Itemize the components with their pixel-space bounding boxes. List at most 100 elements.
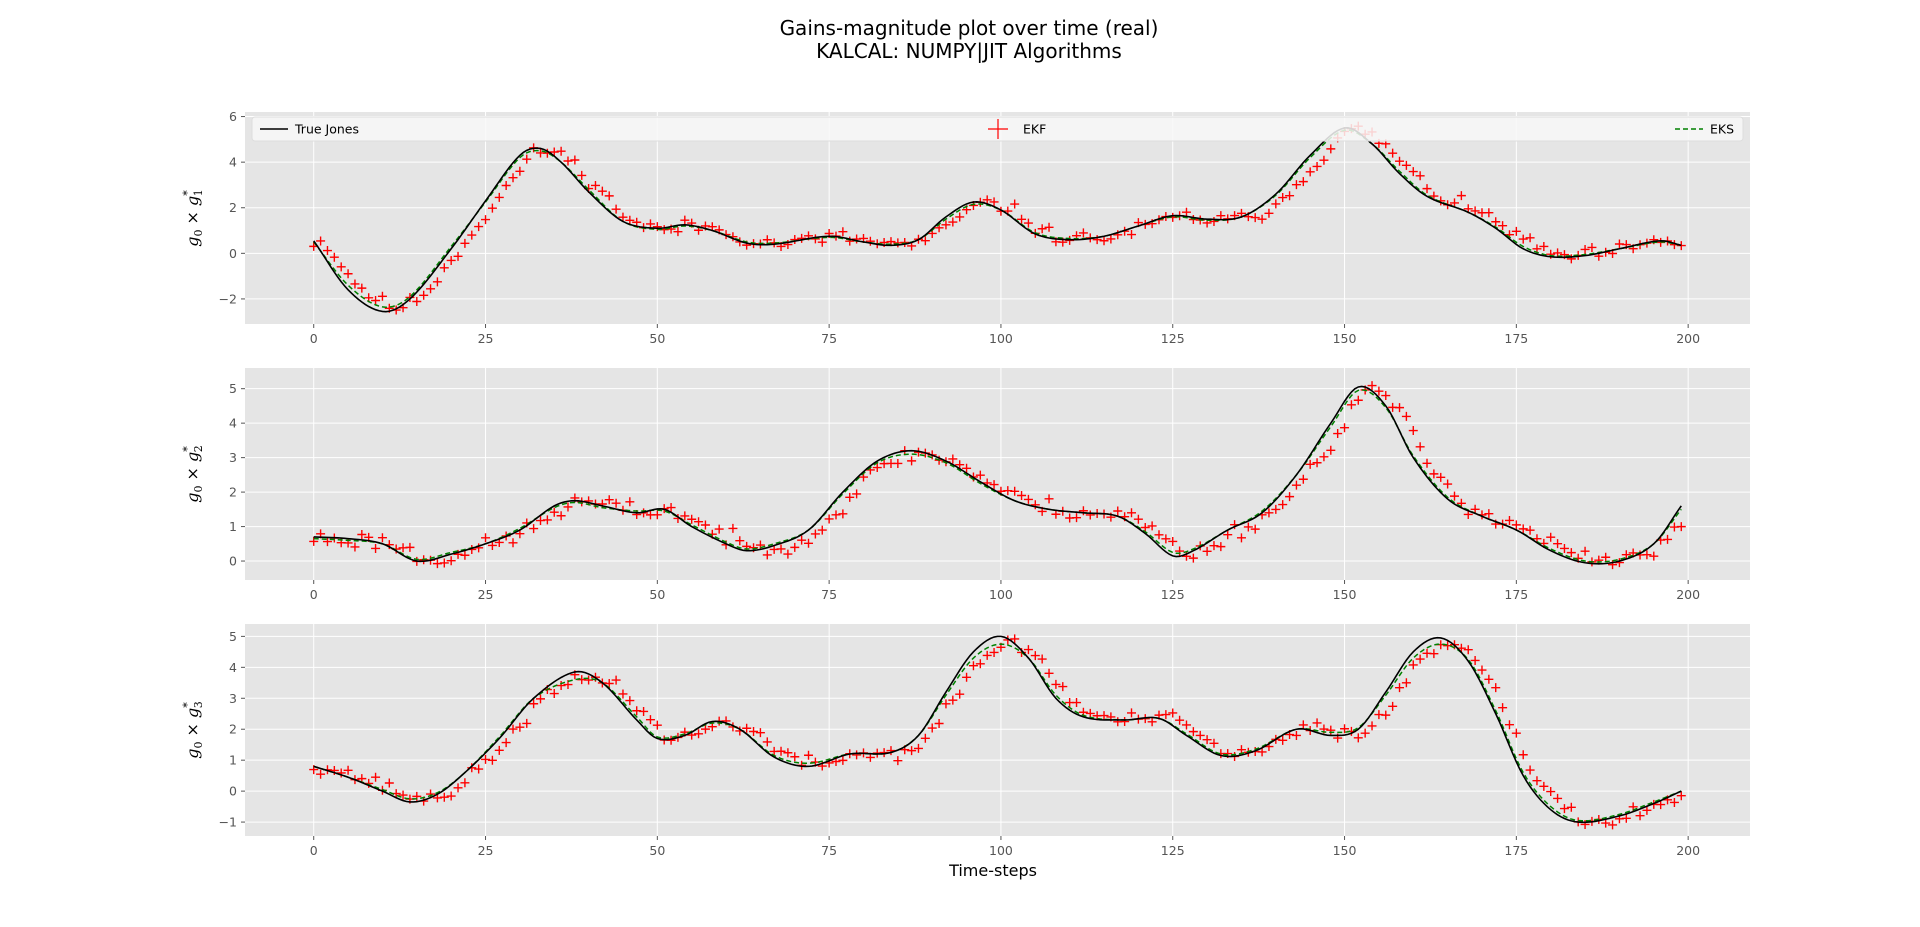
ekf-marker (522, 718, 532, 728)
x-tick-label: 50 (649, 331, 665, 346)
ekf-marker (1312, 458, 1322, 468)
ekf-marker (549, 147, 559, 157)
ekf-marker (845, 492, 855, 502)
ekf-marker (1649, 551, 1659, 561)
ekf-marker (1264, 508, 1274, 518)
ekf-marker (962, 463, 972, 473)
ekf-marker (1257, 747, 1267, 757)
y-tick-label: 4 (229, 155, 237, 170)
ekf-marker (329, 252, 339, 262)
ekf-marker (1264, 208, 1274, 218)
ekf-marker (1484, 509, 1494, 519)
ekf-marker (1374, 386, 1384, 396)
ekf-marker (522, 154, 532, 164)
ekf-marker (549, 689, 559, 699)
ekf-marker (611, 204, 621, 214)
ekf-marker (1635, 811, 1645, 821)
axes-background (245, 624, 1750, 836)
ekf-marker (371, 772, 381, 782)
ekf-marker (1078, 228, 1088, 238)
ekf-marker (542, 515, 552, 525)
ekf-marker (446, 791, 456, 801)
ekf-marker (1127, 708, 1137, 718)
ekf-marker (384, 778, 394, 788)
ekf-marker (1353, 733, 1363, 743)
ekf-marker (487, 755, 497, 765)
ekf-marker (501, 738, 511, 748)
ekf-marker (1181, 207, 1191, 217)
ekf-marker (645, 219, 655, 229)
ekf-marker (831, 510, 841, 520)
ekf-marker (481, 533, 491, 543)
ekf-marker (556, 146, 566, 156)
ekf-marker (817, 237, 827, 247)
ekf-marker (1127, 230, 1137, 240)
y-tick-label: 5 (229, 381, 237, 396)
x-tick-label: 25 (478, 587, 494, 602)
ekf-marker (529, 699, 539, 709)
ekf-marker (1504, 515, 1514, 525)
y-tick-label: −2 (219, 291, 237, 306)
ekf-marker (838, 227, 848, 237)
y-tick-label: 2 (229, 722, 237, 737)
ekf-marker (1470, 504, 1480, 514)
ekf-marker (1058, 682, 1068, 692)
ekf-marker (508, 173, 518, 183)
ekf-marker (810, 529, 820, 539)
ekf-marker (982, 650, 992, 660)
ekf-marker (494, 192, 504, 202)
ekf-marker (1559, 543, 1569, 553)
x-tick-label: 150 (1333, 843, 1357, 858)
ekf-marker (1429, 649, 1439, 659)
legend-true-jones-label: True Jones (294, 122, 359, 137)
ekf-marker (501, 180, 511, 190)
x-tick-label: 0 (310, 843, 318, 858)
ekf-marker (1525, 525, 1535, 535)
ekf-marker (1147, 521, 1157, 531)
ekf-marker (645, 715, 655, 725)
ekf-marker (1525, 233, 1535, 243)
ekf-marker (687, 514, 697, 524)
ekf-marker (1291, 180, 1301, 190)
ekf-marker (1072, 513, 1082, 523)
ekf-marker (1243, 522, 1253, 532)
ekf-marker (1161, 710, 1171, 720)
ekf-marker (893, 458, 903, 468)
ekf-marker (1429, 469, 1439, 479)
ekf-marker (1271, 199, 1281, 209)
y-tick-label: 0 (229, 554, 237, 569)
ekf-marker (1285, 191, 1295, 201)
x-tick-label: 100 (989, 587, 1013, 602)
ekf-marker (1278, 193, 1288, 203)
ekf-marker (934, 718, 944, 728)
ekf-marker (1278, 735, 1288, 745)
ekf-marker (1388, 701, 1398, 711)
ekf-marker (632, 706, 642, 716)
ekf-marker (1017, 491, 1027, 501)
ekf-marker (1608, 820, 1618, 830)
ylabel-times: × (183, 718, 202, 742)
ekf-marker (1037, 224, 1047, 234)
ekf-marker (536, 694, 546, 704)
ekf-marker (1298, 720, 1308, 730)
x-tick-label: 75 (821, 843, 837, 858)
ekf-marker (618, 212, 628, 222)
ekf-marker (1663, 534, 1673, 544)
ekf-marker (1608, 560, 1618, 570)
ekf-marker (1621, 550, 1631, 560)
ylabel-times: × (183, 206, 202, 230)
ekf-marker (1099, 236, 1109, 246)
ekf-marker (1346, 400, 1356, 410)
ekf-marker (1415, 654, 1425, 664)
ekf-marker (453, 783, 463, 793)
ekf-marker (680, 511, 690, 521)
ekf-marker (405, 292, 415, 302)
ekf-marker (694, 517, 704, 527)
ekf-marker (322, 246, 332, 256)
ekf-marker (824, 514, 834, 524)
ekf-marker (1587, 242, 1597, 252)
ekf-marker (1491, 217, 1501, 227)
ekf-marker (1319, 452, 1329, 462)
ylabel-sub: 2 (192, 445, 205, 452)
